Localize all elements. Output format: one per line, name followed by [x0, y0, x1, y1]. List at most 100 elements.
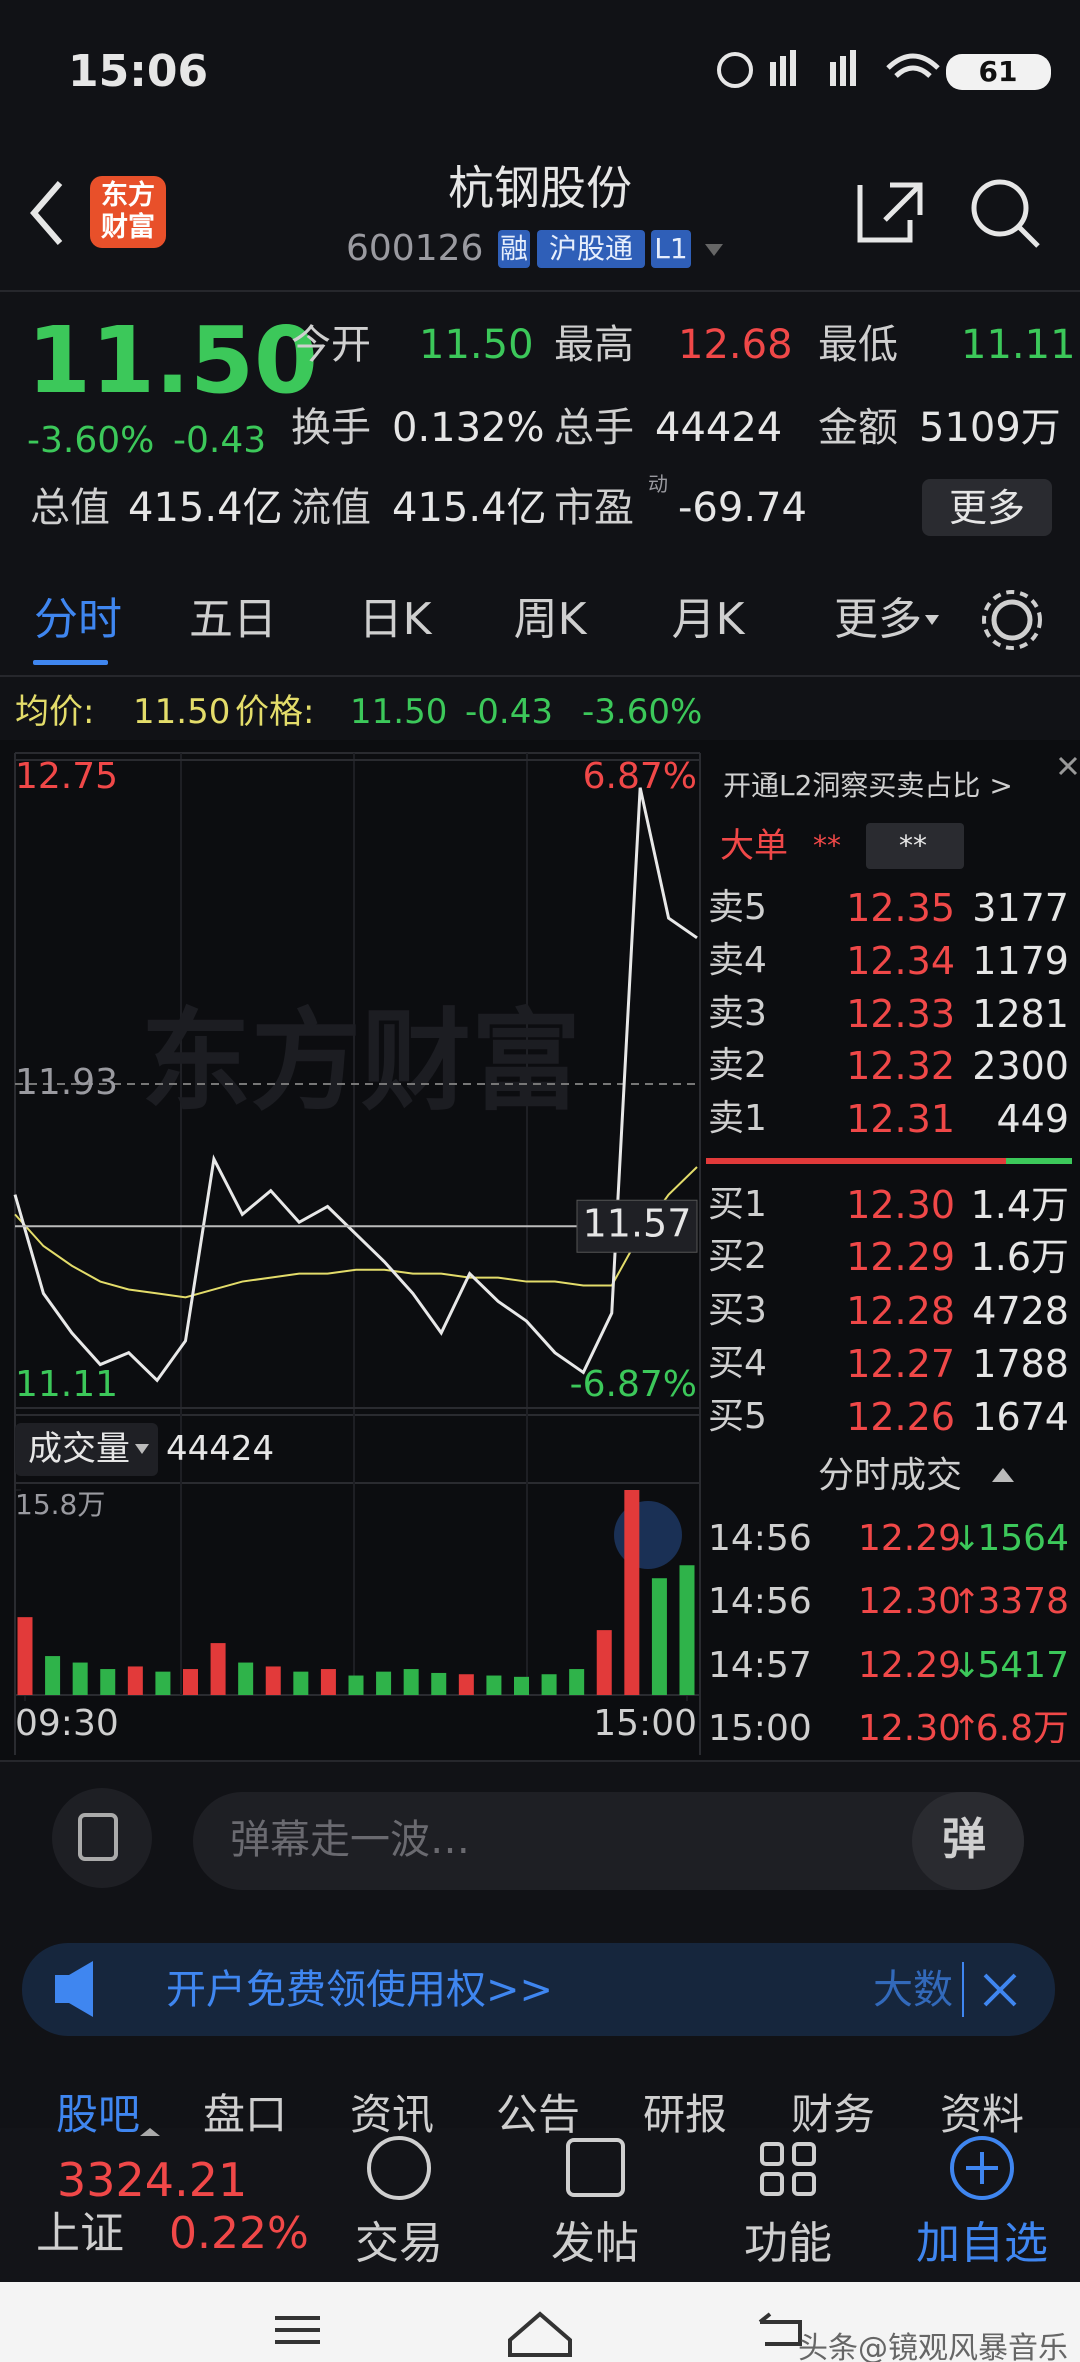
volume-title: 成交量: [28, 1429, 130, 1469]
banner-right: 大数: [873, 1967, 953, 2013]
field-value: 415.4亿: [392, 485, 547, 531]
nav-item[interactable]: 功能: [744, 2218, 832, 2269]
book-price: 12.29: [846, 1235, 955, 1279]
sub-tab[interactable]: 盘口: [202, 2090, 288, 2139]
info-change-pct: -3.60%: [582, 692, 703, 732]
info-avg-label: 均价:: [15, 692, 95, 732]
volume-bar: [265, 1666, 281, 1695]
book-label: 买1: [708, 1184, 767, 1225]
book-volume: 1179: [972, 939, 1069, 983]
field-label: 最高: [554, 322, 634, 368]
change-pct: -3.60%: [27, 420, 155, 461]
banner-text[interactable]: 开户免费领使用权>>: [166, 1967, 554, 2013]
trade-time: 14:57: [708, 1645, 812, 1686]
trade-arrow: ↓: [952, 1519, 982, 1559]
trade-volume: 1564: [977, 1518, 1069, 1559]
volume-bar: [486, 1675, 502, 1695]
volume-bar: [376, 1671, 392, 1695]
book-volume: 449: [996, 1097, 1069, 1141]
volume-bar: [679, 1565, 695, 1695]
volume-bar: [403, 1669, 419, 1695]
trade-price: 12.30: [857, 1581, 961, 1622]
volume-bar: [45, 1656, 61, 1695]
change: -0.43: [173, 420, 267, 461]
index-name: 上证: [36, 2208, 124, 2259]
book-volume: 1674: [972, 1395, 1069, 1439]
volume-bar: [293, 1671, 309, 1695]
more-button[interactable]: 更多: [948, 486, 1026, 530]
trade-arrow: ↑: [952, 1709, 982, 1749]
book-label: 卖2: [708, 1045, 767, 1086]
tab[interactable]: 更多: [834, 594, 922, 645]
book-price: 12.26: [846, 1395, 955, 1439]
field-label: 总手: [554, 405, 634, 451]
stars: **: [899, 829, 927, 862]
book-price: 12.31: [846, 1097, 955, 1141]
series-line: [14, 1166, 698, 1299]
nav-item[interactable]: 发帖: [551, 2218, 639, 2269]
trade-volume: 5417: [977, 1645, 1069, 1686]
book-label: 买5: [708, 1396, 767, 1437]
info-price: 11.50: [350, 692, 448, 732]
book-label: 卖1: [708, 1098, 767, 1139]
book-volume: 2300: [972, 1044, 1069, 1088]
field-sup: 动: [648, 472, 668, 496]
tab[interactable]: 周K: [513, 594, 587, 645]
trade-arrow: ↑: [952, 1582, 982, 1622]
book-volume: 1281: [972, 992, 1069, 1036]
sub-tab[interactable]: 财务: [790, 2090, 876, 2139]
tab[interactable]: 五日: [189, 594, 277, 645]
volume-bar: [320, 1669, 336, 1695]
y-tick-label: 12.75: [15, 756, 118, 797]
volume-bar: [513, 1676, 530, 1695]
field-label: 市盈: [554, 485, 634, 531]
info-change: -0.43: [465, 692, 553, 732]
x-tick-label: 15:00: [593, 1703, 697, 1744]
sub-tab[interactable]: 资讯: [349, 2090, 435, 2139]
field-value: 11.50: [419, 322, 534, 368]
tab[interactable]: 日K: [358, 594, 432, 645]
trades-title: 分时成交: [817, 1455, 963, 1496]
info-avg: 11.50: [133, 692, 231, 732]
field-value: 44424: [655, 405, 783, 451]
badge: 沪股通: [548, 232, 634, 265]
sub-tab[interactable]: 研报: [642, 2090, 728, 2139]
volume-bar: [182, 1669, 199, 1695]
sub-tab[interactable]: 股吧: [55, 2090, 141, 2139]
index-value: 3324.21: [57, 2153, 248, 2207]
volume-bar: [458, 1674, 474, 1695]
volume-bar: [569, 1669, 585, 1695]
sub-tab[interactable]: 资料: [939, 2090, 1025, 2139]
book-label: 卖5: [708, 887, 767, 928]
volume-total: 44424: [166, 1429, 275, 1469]
book-volume: 3177: [972, 886, 1069, 930]
book-price: 12.33: [846, 992, 955, 1036]
app-logo: 东方财富: [101, 180, 155, 243]
field-label: 金额: [818, 405, 898, 451]
volume-bar: [17, 1617, 33, 1695]
sub-tab[interactable]: 公告: [495, 2090, 581, 2139]
crosshair-label: 11.57: [583, 1202, 692, 1246]
volume-bar: [348, 1675, 364, 1695]
tab[interactable]: 月K: [671, 594, 745, 645]
l2-promo: 开通L2洞察买卖占比 >: [723, 769, 1013, 802]
book-label: 买3: [708, 1290, 767, 1331]
nav-item[interactable]: 加自选: [916, 2218, 1048, 2269]
book-volume: 1.6万: [970, 1235, 1069, 1279]
danmu-button[interactable]: 弹: [942, 1814, 986, 1865]
watermark: 头条@镜观风暴音乐: [798, 2331, 1068, 2362]
volume-bar: [596, 1630, 612, 1695]
index-change: 0.22%: [169, 2208, 309, 2259]
volume-bar: [72, 1662, 88, 1695]
danmu-input[interactable]: 弹幕走一波…: [230, 1817, 470, 1863]
book-label: 买4: [708, 1343, 767, 1384]
tab[interactable]: 分时: [34, 594, 122, 645]
book-volume: 1.4万: [970, 1183, 1069, 1227]
clock: 15:06: [68, 46, 209, 97]
nav-item[interactable]: 交易: [355, 2218, 443, 2269]
x-tick-label: 09:30: [15, 1703, 119, 1744]
